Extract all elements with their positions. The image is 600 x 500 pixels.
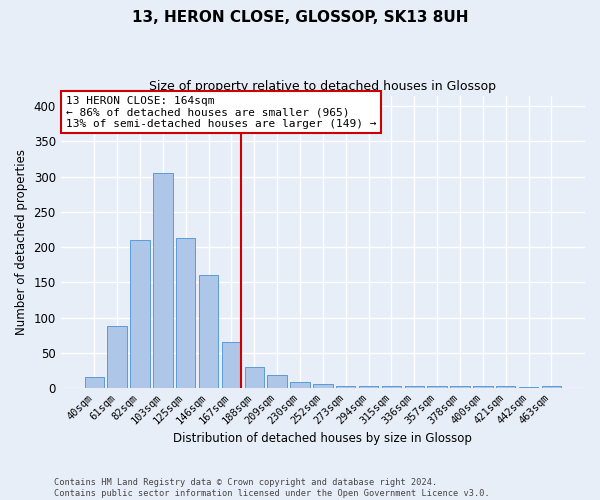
Y-axis label: Number of detached properties: Number of detached properties [15,149,28,335]
Bar [153,173,173,388]
Bar [245,367,264,388]
Bar [359,386,378,388]
Text: 13, HERON CLOSE, GLOSSOP, SK13 8UH: 13, HERON CLOSE, GLOSSOP, SK13 8UH [132,10,468,25]
Bar [404,386,424,388]
Title: Size of property relative to detached houses in Glossop: Size of property relative to detached ho… [149,80,496,93]
Bar [382,386,401,388]
Text: Contains HM Land Registry data © Crown copyright and database right 2024.
Contai: Contains HM Land Registry data © Crown c… [54,478,490,498]
Bar [268,376,287,388]
Bar [221,342,241,388]
X-axis label: Distribution of detached houses by size in Glossop: Distribution of detached houses by size … [173,432,472,445]
Bar [130,240,149,388]
Bar [290,382,310,388]
Bar [199,275,218,388]
Bar [542,386,561,388]
Bar [450,386,470,388]
Text: 13 HERON CLOSE: 164sqm
← 86% of detached houses are smaller (965)
13% of semi-de: 13 HERON CLOSE: 164sqm ← 86% of detached… [66,96,376,129]
Bar [336,386,355,388]
Bar [107,326,127,388]
Bar [313,384,332,388]
Bar [496,386,515,388]
Bar [176,238,196,388]
Bar [85,378,104,388]
Bar [427,386,447,388]
Bar [473,386,493,388]
